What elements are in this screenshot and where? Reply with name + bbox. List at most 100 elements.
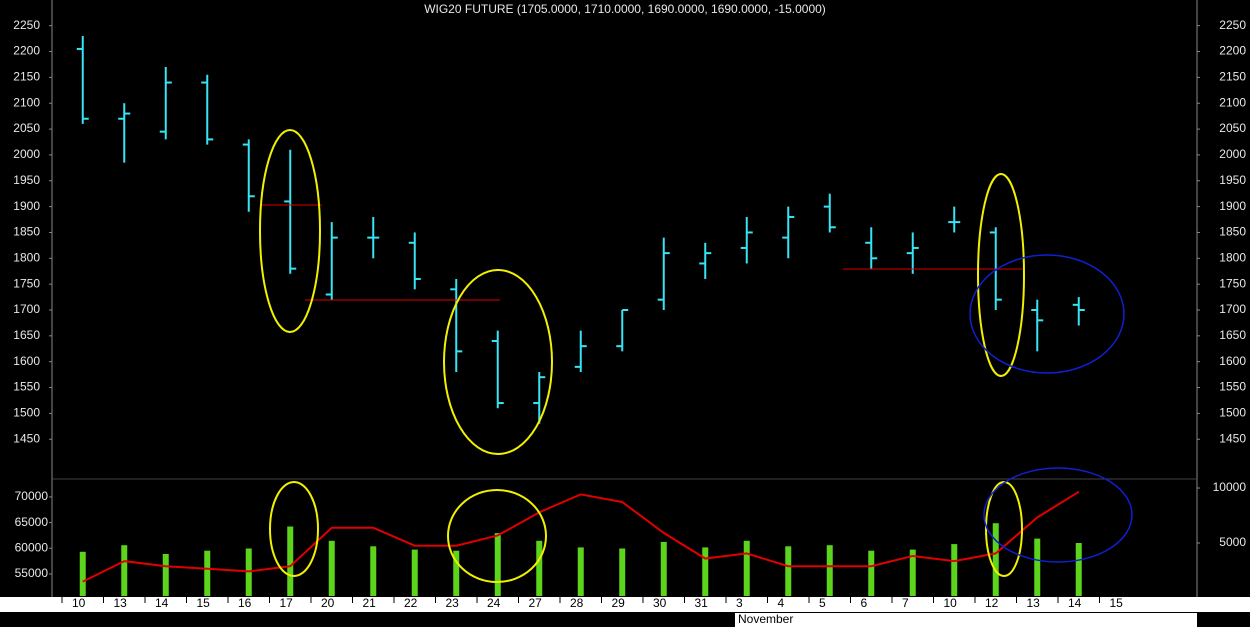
x-tick-label: 28 (570, 596, 584, 610)
highlight-ellipse (259, 129, 321, 333)
y-tick-label-right: 2200 (1219, 44, 1246, 58)
y-tick-label-right: 1800 (1219, 250, 1246, 264)
y-tick-label-right: 2250 (1219, 18, 1246, 32)
y-tick-label: 60000 (15, 540, 49, 554)
volume-bar (162, 553, 169, 596)
y-tick-label-right: 2100 (1219, 95, 1246, 109)
highlight-ellipse (969, 254, 1125, 374)
x-tick-label: 30 (653, 596, 667, 610)
volume-bar (868, 550, 875, 596)
y-tick-label-right: 1700 (1219, 302, 1246, 316)
volume-bar (204, 550, 211, 596)
volume-bar (370, 546, 377, 596)
volume-bar (577, 547, 584, 596)
y-tick-label-right: 2150 (1219, 70, 1246, 84)
y-tick-label-right: 2050 (1219, 121, 1246, 135)
y-tick-label-right: 1650 (1219, 328, 1246, 342)
y-tick-label-right: 1750 (1219, 276, 1246, 290)
indicator-line (82, 490, 1080, 583)
y-tick-label-right: 1450 (1219, 431, 1246, 445)
highlight-ellipse (443, 269, 553, 455)
x-tick-label: 10 (944, 596, 958, 610)
volume-bar (328, 540, 335, 596)
y-tick-label: 65000 (15, 515, 49, 529)
y-tick-label: 2250 (13, 18, 40, 32)
x-tick-label: 7 (902, 596, 909, 610)
x-tick-label: 21 (363, 596, 377, 610)
highlight-ellipse (269, 481, 319, 577)
volume-bar (411, 549, 418, 596)
volume-bar (1075, 543, 1082, 596)
volume-bar (494, 533, 501, 596)
volume-bar (660, 541, 667, 596)
y-tick-label: 2150 (13, 70, 40, 84)
x-axis-label: November (738, 612, 793, 626)
y-tick-label-right: 1950 (1219, 173, 1246, 187)
y-tick-label: 55000 (15, 566, 49, 580)
x-tick-label: 31 (695, 596, 709, 610)
volume-bar (619, 548, 626, 596)
y-tick-label-right: 1550 (1219, 380, 1246, 394)
y-tick-label: 1550 (13, 380, 40, 394)
y-tick-label: 70000 (15, 489, 49, 503)
x-tick-label: 13 (114, 596, 128, 610)
highlight-ellipse (977, 173, 1025, 377)
volume-bar (453, 550, 460, 596)
y-tick-label: 1800 (13, 250, 40, 264)
x-tick-label: 10 (72, 596, 86, 610)
x-tick-label: 14 (155, 596, 169, 610)
x-tick-label: 20 (321, 596, 335, 610)
x-tick-label: 5 (819, 596, 826, 610)
y-tick-label: 2200 (13, 44, 40, 58)
x-axis-band (0, 597, 1250, 612)
x-tick-label: 15 (1110, 596, 1124, 610)
highlight-ellipse (447, 489, 547, 583)
y-tick-label: 1450 (13, 431, 40, 445)
volume-bar (785, 546, 792, 596)
annotations (259, 129, 1133, 583)
x-tick-label: 13 (1027, 596, 1041, 610)
y-tick-label: 1950 (13, 173, 40, 187)
y-tick-label: 1900 (13, 199, 40, 213)
x-tick-label: 17 (280, 596, 294, 610)
x-tick-label: 12 (985, 596, 999, 610)
x-tick-label: 3 (736, 596, 743, 610)
y-tick-label: 1600 (13, 354, 40, 368)
volume-bar (121, 545, 128, 596)
plot-background (0, 0, 1250, 597)
y-tick-label: 2100 (13, 95, 40, 109)
y-tick-label: 1850 (13, 225, 40, 239)
volume-bar (1034, 538, 1041, 596)
x-tick-label: 4 (778, 596, 785, 610)
chart-title: WIG20 FUTURE (1705.0000, 1710.0000, 1690… (424, 2, 826, 16)
x-tick-label: 23 (446, 596, 460, 610)
y-tick-label-right: 1900 (1219, 199, 1246, 213)
y2-tick-label: 10000 (1213, 480, 1247, 494)
x-tick-label: 24 (487, 596, 501, 610)
x-tick-label: 15 (197, 596, 211, 610)
volume-bar (992, 523, 999, 596)
y-tick-label: 2000 (13, 147, 40, 161)
x-tick-label: 29 (612, 596, 626, 610)
volume-bar (702, 547, 709, 596)
y-tick-label: 1500 (13, 406, 40, 420)
y-tick-label-right: 1600 (1219, 354, 1246, 368)
y2-tick-label: 5000 (1219, 535, 1246, 549)
volume-bar (79, 551, 86, 596)
volume-bar (909, 549, 916, 596)
x-tick-label: 14 (1068, 596, 1082, 610)
x-tick-label: 22 (404, 596, 418, 610)
x-tick-label: 27 (529, 596, 543, 610)
y-tick-label-right: 2000 (1219, 147, 1246, 161)
highlight-ellipse (983, 467, 1133, 563)
month-box (735, 613, 1197, 627)
volume-bar (826, 545, 833, 596)
y-tick-label: 1650 (13, 328, 40, 342)
volume-bar (287, 526, 294, 596)
y-tick-label-right: 1850 (1219, 225, 1246, 239)
y-tick-label: 1750 (13, 276, 40, 290)
y-tick-label: 1700 (13, 302, 40, 316)
